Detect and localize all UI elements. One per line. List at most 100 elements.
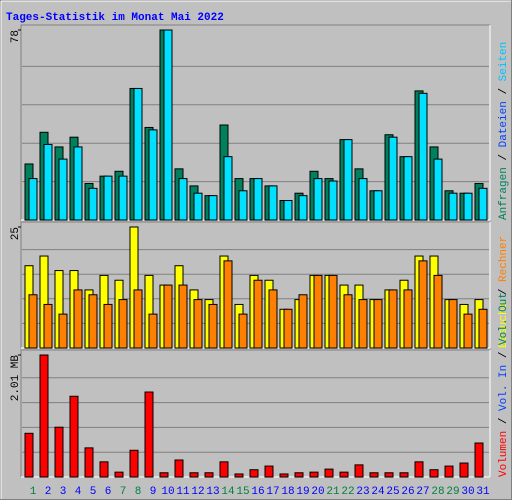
bar: [298, 195, 308, 221]
bar: [178, 284, 188, 349]
bar: [73, 289, 83, 349]
bar: [174, 459, 184, 478]
x-tick-label: 20: [311, 486, 324, 498]
x-tick-label: 12: [191, 486, 204, 498]
legend-entry: Vol. In: [498, 365, 510, 411]
bar: [253, 178, 263, 221]
bar: [373, 299, 383, 349]
bar: [234, 473, 244, 478]
bar: [399, 472, 409, 478]
x-tick-label: 14: [221, 486, 235, 498]
bar: [133, 289, 143, 349]
x-tick-label: 3: [60, 486, 67, 498]
legend-entry: Rechner: [498, 236, 510, 282]
bar: [99, 461, 109, 478]
bar: [88, 187, 98, 221]
legend-entry: Dateien: [498, 101, 510, 147]
bar: [223, 156, 233, 221]
bar: [433, 158, 443, 221]
x-tick-label: 4: [75, 486, 82, 498]
x-tick-label: 28: [431, 486, 444, 498]
bar: [313, 178, 323, 221]
legend-entry: Vol. Out: [498, 292, 510, 345]
x-tick-label: 13: [206, 486, 219, 498]
x-tick-label: 8: [135, 486, 142, 498]
bar: [358, 299, 368, 349]
bar: [219, 461, 229, 478]
bar: [223, 260, 233, 349]
x-tick-label: 27: [416, 486, 429, 498]
legend-entry: Volumen: [498, 431, 510, 477]
bar: [369, 472, 379, 478]
bar: [444, 465, 454, 478]
bar: [268, 289, 278, 349]
bar: [309, 471, 319, 478]
y-tick-label: 2.01 MB: [10, 355, 22, 402]
bar: [354, 464, 364, 478]
bar: [238, 313, 248, 349]
bar: [264, 465, 274, 478]
bar: [343, 294, 353, 349]
legend-entry: Anfragen: [498, 167, 510, 220]
bar: [148, 313, 158, 349]
bar: [279, 473, 289, 478]
bar: [358, 178, 368, 221]
x-tick-label: 17: [266, 486, 279, 498]
x-tick-label: 10: [161, 486, 174, 498]
legend-entry: Seiten: [498, 42, 510, 82]
bar: [463, 192, 473, 221]
bar: [88, 294, 98, 349]
bar: [163, 284, 173, 349]
bar: [238, 190, 248, 221]
x-tick-label: 29: [446, 486, 459, 498]
x-tick-label: 15: [236, 486, 249, 498]
x-tick-label: 26: [401, 486, 414, 498]
bar: [249, 469, 259, 478]
bar: [148, 129, 158, 221]
y-tick-label: 25: [10, 227, 22, 240]
bar: [208, 195, 218, 221]
bar: [84, 447, 94, 478]
x-tick-label: 30: [461, 486, 474, 498]
bar: [159, 472, 169, 478]
legend-entry: Besuche: [498, 302, 510, 348]
bar: [384, 472, 394, 478]
bar: [448, 299, 458, 349]
bar: [28, 178, 38, 221]
bar: [69, 395, 79, 478]
bar: [54, 426, 64, 478]
axis-label: Volumen / Vol. In / Vol. Out: [498, 292, 510, 477]
bar: [193, 299, 203, 349]
bar: [204, 472, 214, 478]
bar: [189, 472, 199, 478]
bar: [478, 308, 488, 349]
bar: [478, 187, 488, 221]
x-tick-label: 24: [371, 486, 385, 498]
bar: [418, 92, 428, 221]
x-tick-label: 18: [281, 486, 294, 498]
bar: [474, 442, 484, 478]
y-tick-label: 78: [10, 30, 22, 43]
bar: [193, 192, 203, 221]
bar: [163, 29, 173, 221]
bar: [388, 136, 398, 221]
label-separator: /: [498, 81, 510, 101]
bar: [178, 178, 188, 221]
x-tick-label: 21: [326, 486, 340, 498]
bar: [294, 472, 304, 478]
bar: [339, 471, 349, 478]
bar: [118, 299, 128, 349]
bar: [253, 279, 263, 349]
x-tick-label: 31: [476, 486, 490, 498]
bar: [118, 175, 128, 221]
axis-label: Anfragen / Dateien / Seiten: [498, 42, 510, 220]
bar: [414, 461, 424, 478]
bar: [403, 156, 413, 221]
x-tick-label: 11: [176, 486, 190, 498]
x-tick-label: 2: [45, 486, 52, 498]
bar: [343, 139, 353, 221]
x-tick-label: 19: [296, 486, 309, 498]
bar: [283, 200, 293, 221]
x-tick-label: 23: [356, 486, 369, 498]
